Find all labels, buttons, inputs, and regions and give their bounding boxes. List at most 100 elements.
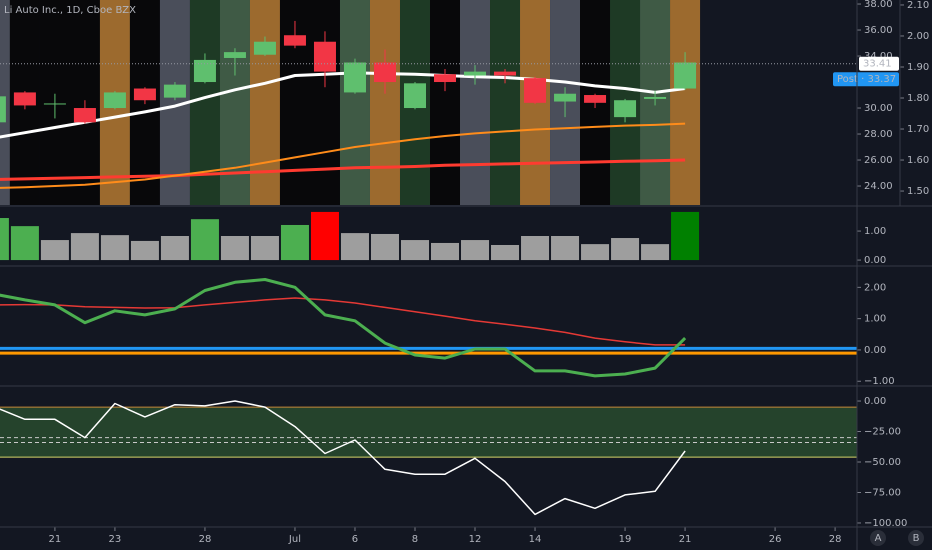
y-tick-label: 1.00 <box>864 226 886 237</box>
volume-bar <box>641 244 670 261</box>
volume-bar <box>400 240 430 261</box>
x-tick-label: 21 <box>49 534 62 545</box>
session-band <box>490 0 521 205</box>
volume-bar <box>250 236 279 261</box>
scale-button[interactable] <box>870 530 886 546</box>
candle-body <box>343 62 366 93</box>
y-tick-label: −50.00 <box>864 457 901 468</box>
y2-tick-label: 1.80 <box>907 93 929 104</box>
volume-bar <box>220 236 249 261</box>
candle-body <box>494 71 517 76</box>
x-tick-label: 28 <box>199 534 212 545</box>
volume-bar <box>190 219 219 261</box>
y-tick-label: −75.00 <box>864 487 901 498</box>
session-band <box>219 0 250 205</box>
scale-button[interactable] <box>908 530 924 546</box>
volume-bar <box>310 211 339 261</box>
y-tick-label: 2.00 <box>864 282 886 293</box>
volume-bar <box>671 211 700 261</box>
volume-bar <box>340 233 369 261</box>
volume-bar <box>491 244 520 261</box>
candle-body <box>313 41 336 72</box>
session-band <box>430 0 461 205</box>
y-tick-label: 36.00 <box>864 25 893 36</box>
y2-tick-label: 1.60 <box>907 155 929 166</box>
candle-body <box>283 35 306 46</box>
y-tick-label: −100.00 <box>864 518 907 529</box>
scale-button-label[interactable]: A <box>875 533 882 544</box>
volume-bar <box>581 244 610 261</box>
candle-body <box>13 92 36 106</box>
scale-button-label[interactable]: B <box>913 533 920 544</box>
indicator-line <box>0 278 687 378</box>
session-band <box>670 0 701 205</box>
chart-title: Li Auto Inc., 1D, Cboe BZX <box>4 5 136 16</box>
y-tick-label: 34.00 <box>864 51 893 62</box>
x-tick-label: 19 <box>619 534 632 545</box>
x-tick-label: 26 <box>769 534 782 545</box>
candle-body <box>133 88 156 101</box>
candle-body <box>73 108 96 123</box>
y-tick-label: 0.00 <box>864 255 886 266</box>
price-label-box <box>859 56 899 71</box>
volume-bar <box>461 240 490 261</box>
candle-body <box>644 96 667 99</box>
y-tick-label: 24.00 <box>864 181 893 192</box>
session-band <box>249 0 280 205</box>
x-tick-label: 28 <box>829 534 842 545</box>
candle-body <box>223 52 246 58</box>
x-tick-label: 12 <box>469 534 482 545</box>
candle-body <box>524 78 547 103</box>
volume-bar <box>10 226 39 261</box>
volume-bar <box>130 240 159 261</box>
candle-body <box>614 100 637 118</box>
x-tick-label: Jul <box>288 534 301 545</box>
y-tick-label: 30.00 <box>864 103 893 114</box>
price-label: 33.41 <box>863 59 892 70</box>
session-band <box>339 0 370 205</box>
x-tick-label: 21 <box>679 534 692 545</box>
price-label-box <box>833 72 899 87</box>
session-band <box>460 0 491 205</box>
y-tick-label: 0.00 <box>864 345 886 356</box>
volume-bar <box>551 236 580 261</box>
candle-body <box>554 93 577 102</box>
candle-body <box>103 92 126 109</box>
y-tick-label: −25.00 <box>864 427 901 438</box>
candle-body <box>193 59 216 83</box>
y2-tick-label: 2.00 <box>907 31 929 42</box>
candle-body <box>0 96 6 123</box>
y2-tick-label: 1.50 <box>907 186 929 197</box>
y-tick-label: 1.00 <box>864 314 886 325</box>
candle-body <box>373 62 396 83</box>
y2-tick-label: 1.70 <box>907 124 929 135</box>
indicator-line <box>0 400 686 516</box>
volume-bar <box>100 235 129 261</box>
y-tick-label: 38.00 <box>864 0 893 10</box>
x-tick-label: 14 <box>529 534 542 545</box>
candle-body <box>584 95 607 103</box>
session-band <box>369 0 400 205</box>
volume-bar <box>431 242 460 261</box>
moving-average <box>0 71 686 139</box>
candle-body <box>464 71 487 76</box>
moving-average <box>0 122 686 189</box>
x-tick-label: 8 <box>412 534 418 545</box>
indicator-line <box>0 297 686 346</box>
volume-bar <box>611 238 640 261</box>
moving-average <box>0 158 686 181</box>
candle-body <box>674 62 697 89</box>
candle-body <box>434 74 457 83</box>
y-tick-label: −1.00 <box>864 376 895 387</box>
x-tick-label: 6 <box>352 534 358 545</box>
volume-bar <box>40 240 69 261</box>
volume-bar <box>280 224 309 261</box>
session-band <box>309 0 340 205</box>
volume-bar <box>521 236 550 261</box>
volume-bar <box>70 233 99 261</box>
candle-body <box>403 83 426 109</box>
price-label: Post · 33.37 <box>837 74 896 85</box>
candle-body <box>163 84 186 98</box>
y-tick-label: 0.00 <box>864 396 886 407</box>
